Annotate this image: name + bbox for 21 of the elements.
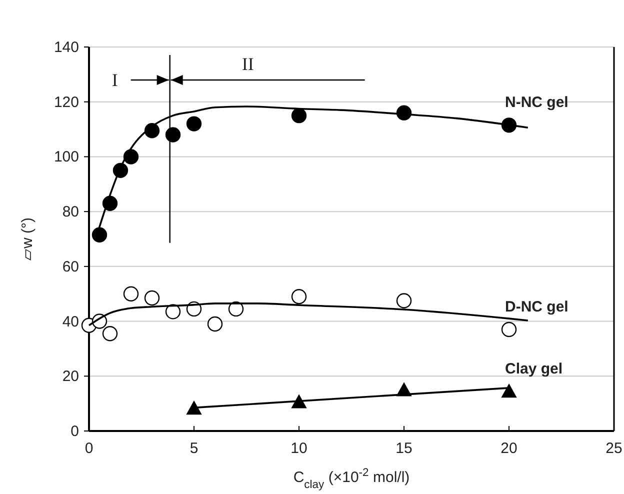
x-axis-title: C$_{clay}$ (×10$^{-2}$ mol/l)	[293, 467, 410, 491]
series-label: Clay gel	[505, 360, 563, 378]
y-axis-title: ▱w (°)	[19, 218, 36, 260]
y-tick-label: 0	[70, 423, 79, 440]
annotation: I	[112, 70, 118, 90]
y-tick-label: 100	[54, 148, 79, 166]
x-tick-label: 15	[396, 440, 412, 457]
x-tick-label: 0	[84, 440, 94, 457]
x-tick-label: 10	[290, 440, 308, 457]
y-tick-label: 80	[62, 204, 79, 221]
x-tick-label: 25	[606, 440, 622, 457]
y-tick-label: 20	[62, 368, 79, 386]
annotation: II	[242, 54, 254, 74]
x-tick-label: 5	[190, 440, 198, 457]
series-label: D-NC gel	[505, 298, 568, 316]
y-tick-label: 120	[54, 94, 79, 111]
series-label: N-NC gel	[505, 94, 568, 112]
y-tick-label: 140	[54, 39, 79, 56]
y-tick-label: 40	[62, 313, 79, 330]
x-tick-label: 20	[500, 440, 518, 457]
y-tick-label: 60	[62, 258, 79, 276]
